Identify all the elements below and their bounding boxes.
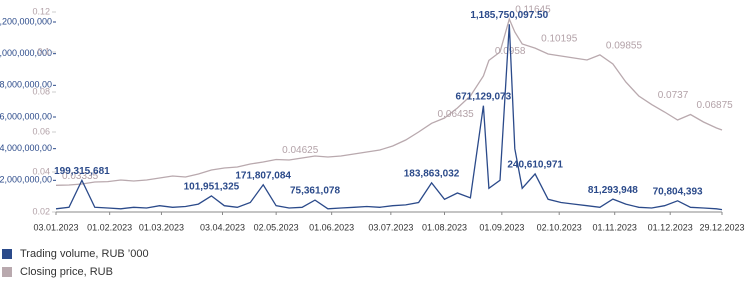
y-tick-label: 2,000,000,00 xyxy=(0,175,52,185)
data-label: 0.04625 xyxy=(282,145,319,156)
y2-tick-label: 0.04 xyxy=(32,166,50,176)
legend-label: Closing price, RUB xyxy=(20,266,113,278)
y-tick-label: 8,000,000,00 xyxy=(0,80,52,90)
legend-swatch xyxy=(2,249,12,259)
x-tick-label: 03.01.2023 xyxy=(33,222,78,232)
x-tick-label: 01.03.2023 xyxy=(139,222,184,232)
x-tick-label: 01.09.2023 xyxy=(479,222,524,232)
legend-label: Trading volume, RUB ’000 xyxy=(20,248,149,260)
data-label: 240,610,971 xyxy=(507,160,563,171)
data-label: 70,804,393 xyxy=(653,186,703,197)
data-label: 0.10195 xyxy=(541,34,578,45)
x-tick-label: 03.04.2023 xyxy=(200,222,245,232)
data-label: 171,807,084 xyxy=(235,170,291,181)
data-label: 0.03335 xyxy=(62,171,99,182)
x-tick-label: 02.05.2023 xyxy=(254,222,299,232)
series-line xyxy=(55,17,723,186)
data-label: 0.09855 xyxy=(606,41,643,52)
y2-tick-label: 0.12 xyxy=(32,6,50,16)
legend-swatch xyxy=(2,267,12,277)
y2-tick-label: 0.08 xyxy=(32,86,50,96)
y2-tick-label: 0.06 xyxy=(32,126,50,136)
y-tick-label: 6,000,000,00 xyxy=(0,111,52,121)
y-tick-label: 4,000,000,00 xyxy=(0,143,52,153)
data-label: 199,315,681 xyxy=(54,166,110,177)
x-tick-label: 01.08.2023 xyxy=(422,222,467,232)
data-label: 671,129,073 xyxy=(456,91,512,102)
data-label: 101,951,325 xyxy=(184,181,240,192)
y-tick-label: 1,200,000,000 xyxy=(0,16,52,26)
y-tick-label: 1,000,000,000 xyxy=(0,48,52,58)
data-label: 0.11645 xyxy=(515,5,551,16)
data-label: 0.06435 xyxy=(438,109,475,120)
y2-tick-label: 0.1 xyxy=(37,46,50,56)
data-label: 75,361,078 xyxy=(290,186,340,197)
x-tick-label: 29.12.2023 xyxy=(699,222,744,232)
x-tick-label: 02.10.2023 xyxy=(537,222,582,232)
series-line xyxy=(55,24,723,211)
data-label: 183,863,032 xyxy=(404,169,460,180)
x-tick-label: 01.02.2023 xyxy=(87,222,132,232)
x-tick-label: 03.07.2023 xyxy=(368,222,413,232)
data-label: 0.0737 xyxy=(658,90,689,101)
x-tick-label: 01.11.2023 xyxy=(593,222,637,232)
x-tick-label: 01.06.2023 xyxy=(309,222,354,232)
data-label: 1,185,750,097.50 xyxy=(470,10,548,21)
x-tick-label: 01.12.2023 xyxy=(648,222,693,232)
y2-tick-label: 0.02 xyxy=(32,206,50,216)
data-label: 0.06875 xyxy=(697,100,734,111)
data-label: 81,293,948 xyxy=(588,185,638,196)
